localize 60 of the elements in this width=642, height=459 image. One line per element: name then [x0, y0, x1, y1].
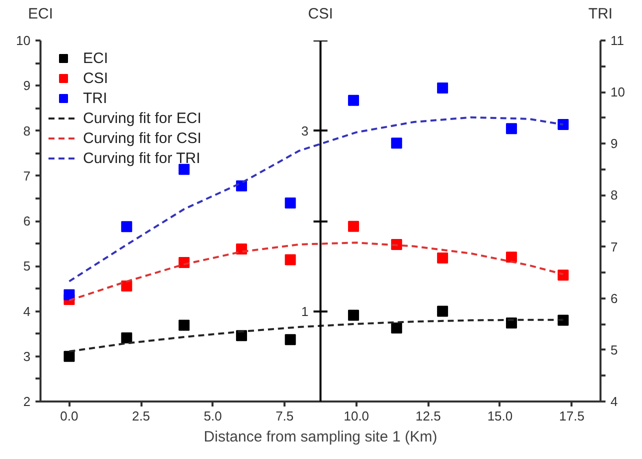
legend-label: Curving fit for TRI — [83, 149, 200, 167]
legend-label: Curving fit for CSI — [83, 129, 202, 147]
x-tick-label: 0.0 — [60, 408, 78, 424]
legend-label: CSI — [83, 69, 108, 87]
y-tick-label: 3 — [23, 348, 31, 364]
legend-label: ECI — [83, 49, 108, 67]
y3-tick-label: 7 — [610, 239, 618, 254]
y2-tick-label: 3 — [301, 123, 309, 138]
point — [64, 289, 75, 300]
point — [284, 197, 296, 208]
x-tick-label: 7.5 — [276, 408, 294, 424]
y-tick-label: 5 — [23, 258, 31, 274]
y-axis-title: ECI — [28, 6, 54, 22]
point — [64, 350, 75, 362]
point — [437, 306, 448, 317]
point — [391, 322, 402, 334]
y3-tick-label: 8 — [610, 188, 618, 203]
point — [348, 220, 360, 232]
point — [121, 221, 132, 232]
y3-tick-label: 11 — [610, 33, 624, 48]
y-tick-label: 7 — [23, 168, 31, 184]
point — [558, 270, 569, 281]
point — [391, 138, 402, 149]
point — [121, 332, 132, 344]
point — [558, 314, 569, 326]
x-tick-label: 5.0 — [204, 408, 222, 424]
point — [178, 164, 190, 175]
legend-label: Curving fit for ECI — [83, 109, 202, 127]
x-tick-label: 10.0 — [344, 408, 370, 424]
point — [348, 310, 360, 321]
y-tick-label: 6 — [23, 214, 31, 228]
x-axis-title: Distance from sampling site 1 (Km) — [204, 428, 438, 446]
point — [348, 94, 360, 106]
x-tick-label: 17.5 — [559, 408, 584, 424]
y3-axis-title: TRI — [588, 6, 613, 22]
y3-tick-label: 5 — [610, 342, 618, 358]
y-tick-label: 10 — [16, 33, 31, 48]
y3-tick-label: 10 — [610, 84, 625, 100]
x-tick-label: 12.5 — [416, 408, 441, 424]
y-tick-label: 8 — [23, 123, 31, 138]
y3-tick-label: 9 — [610, 136, 618, 152]
y3-tick-label: 6 — [610, 290, 618, 306]
point — [506, 252, 517, 263]
y-tick-label: 9 — [23, 78, 31, 94]
point — [178, 320, 190, 331]
legend-label: TRI — [83, 89, 108, 107]
point — [437, 252, 448, 264]
y2-tick-label: 1 — [301, 304, 309, 319]
point — [121, 280, 132, 292]
x-tick-label: 2.5 — [132, 408, 150, 424]
point — [558, 119, 569, 130]
y-tick-label: 4 — [23, 304, 31, 319]
y2-axis-title: CSI — [308, 6, 334, 22]
point — [437, 82, 448, 94]
point — [506, 123, 517, 134]
x-tick-label: 15.0 — [487, 408, 513, 424]
y3-tick-label: 4 — [610, 394, 618, 409]
point — [284, 334, 296, 346]
point — [284, 254, 296, 266]
y-tick-label: 2 — [23, 394, 31, 409]
